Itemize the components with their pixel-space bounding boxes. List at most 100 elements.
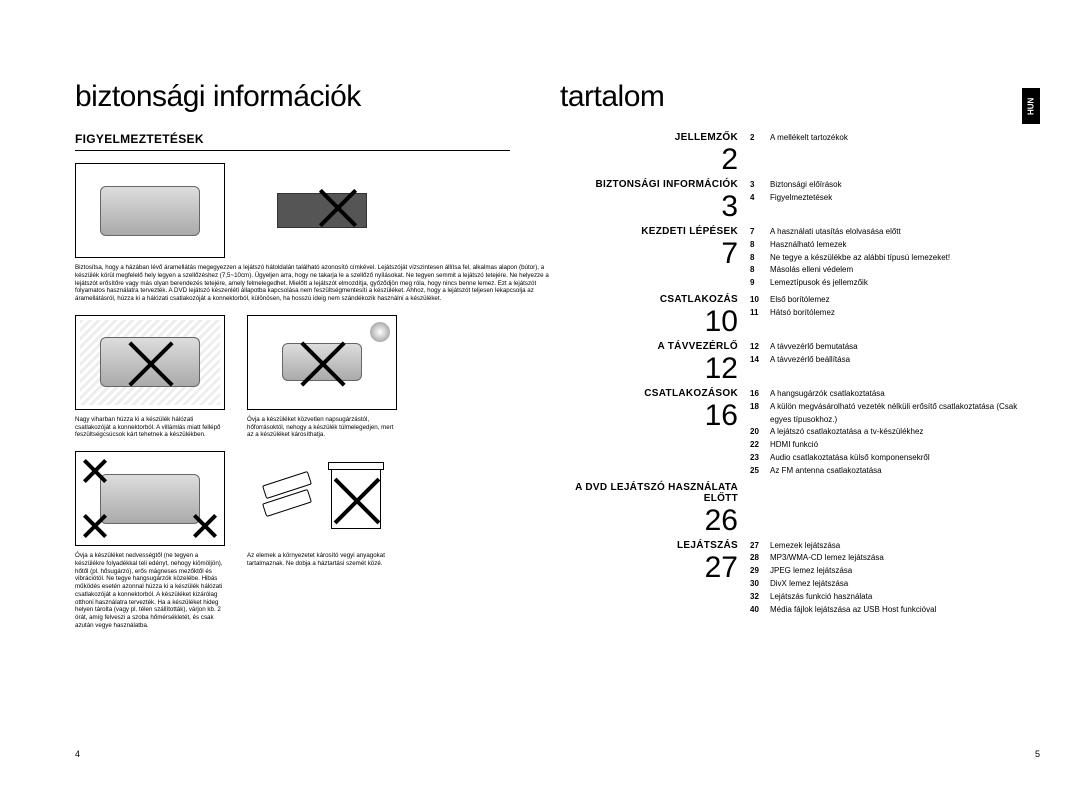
- right-page: HUN tartalom JELLEMZŐK22A mellékelt tart…: [540, 0, 1080, 789]
- toc-items: 27Lemezek lejátszása28MP3/WMA-CD lemez l…: [750, 540, 1040, 617]
- toc-section-title: JELLEMZŐK: [560, 132, 738, 143]
- toc-item-page: 10: [750, 294, 770, 307]
- toc-item-page: 14: [750, 354, 770, 367]
- illus-receiver: [247, 163, 397, 258]
- toc-item-label: A használati utasítás elolvasása előtt: [770, 226, 1040, 239]
- toc-item-label: A távvezérlő bemutatása: [770, 341, 1040, 354]
- toc-item-label: A külön megvásárolható vezeték nélküli e…: [770, 401, 1040, 427]
- toc-item: 25Az FM antenna csatlakoztatása: [750, 465, 1040, 478]
- toc-item-page: 8: [750, 239, 770, 252]
- toc-section-header: A TÁVVEZÉRLŐ 12: [560, 341, 750, 384]
- illus-battery-trash: [247, 451, 397, 546]
- toc-item-page: 8: [750, 252, 770, 265]
- toc-item: 9Lemeztípusok és jellemzőik: [750, 277, 1040, 290]
- toc-item: 8Másolás elleni védelem: [750, 264, 1040, 277]
- toc-item-page: 7: [750, 226, 770, 239]
- toc-item-label: Az FM antenna csatlakoztatása: [770, 465, 1040, 478]
- toc-section-header: LEJÁTSZÁS27: [560, 540, 750, 617]
- illus-storm: [75, 315, 225, 410]
- toc-item-label: Ne tegye a készülékbe az alábbi típusú l…: [770, 252, 1040, 265]
- toc-item: 23Audio csatlakoztatása külső komponense…: [750, 452, 1040, 465]
- toc-item: 16A hangsugárzók csatlakoztatása: [750, 388, 1040, 401]
- illus-row-3: [75, 451, 510, 546]
- toc-section-number: 27: [560, 553, 738, 583]
- toc-item-label: Használható lemezek: [770, 239, 1040, 252]
- toc-item: 10Első borítólemez: [750, 294, 1040, 307]
- toc-item: 4Figyelmeztetések: [750, 192, 1040, 205]
- toc-item-page: 30: [750, 578, 770, 591]
- toc-item-label: Lemeztípusok és jellemzőik: [770, 277, 1040, 290]
- page-num-right: 5: [1035, 749, 1040, 759]
- toc-item: 8Használható lemezek: [750, 239, 1040, 252]
- toc-item-page: 16: [750, 388, 770, 401]
- illus-placement: [75, 163, 225, 258]
- toc-item: 3Biztonsági előírások: [750, 179, 1040, 192]
- caption-2a: Nagy viharban húzza ki a készülék hálóza…: [75, 416, 225, 439]
- toc-section-title: BIZTONSÁGI INFORMÁCIÓK: [560, 179, 738, 190]
- toc-item: 22HDMI funkció: [750, 439, 1040, 452]
- caption-row-2: Nagy viharban húzza ki a készülék hálóza…: [75, 416, 510, 451]
- language-tab: HUN: [1022, 88, 1040, 124]
- toc-item-page: 28: [750, 552, 770, 565]
- toc-item-label: Hátsó borítólemez: [770, 307, 1040, 320]
- left-subhead: FIGYELMEZTETÉSEK: [75, 132, 510, 151]
- toc-item-label: A hangsugárzók csatlakoztatása: [770, 388, 1040, 401]
- toc-item: 2A mellékelt tartozékok: [750, 132, 1040, 145]
- toc-item-page: 2: [750, 132, 770, 145]
- toc-item: 14A távvezérlő beállítása: [750, 354, 1040, 367]
- left-page: biztonsági információk FIGYELMEZTETÉSEK …: [0, 0, 540, 789]
- toc-item-page: 9: [750, 277, 770, 290]
- toc-item-label: Első borítólemez: [770, 294, 1040, 307]
- illus-moisture: [75, 451, 225, 546]
- toc-items: 7A használati utasítás elolvasása előtt8…: [750, 226, 1040, 290]
- toc-item-label: DivX lemez lejátszása: [770, 578, 1040, 591]
- toc-section-header: CSATLAKOZÁS10: [560, 294, 750, 337]
- toc-section: BIZTONSÁGI INFORMÁCIÓK 3 3Biztonsági előír…: [560, 179, 1040, 222]
- toc-section-header: A DVD LEJÁTSZÓ HASZNÁLATA ELŐTT26: [560, 482, 750, 536]
- table-of-contents: JELLEMZŐK22A mellékelt tartozékokBIZTONS…: [560, 132, 1040, 620]
- toc-section-number: 7: [560, 239, 738, 269]
- illus-row-1: [75, 163, 510, 258]
- toc-item-page: 20: [750, 426, 770, 439]
- toc-section-number: 3: [560, 192, 738, 222]
- toc-item-page: 11: [750, 307, 770, 320]
- caption-2b: Óvja a készüléket közvetlen napsugárzást…: [247, 416, 397, 439]
- toc-item: 20A lejátszó csatlakoztatása a tv-készül…: [750, 426, 1040, 439]
- toc-item: 12A távvezérlő bemutatása: [750, 341, 1040, 354]
- toc-item-page: 27: [750, 540, 770, 553]
- toc-item-label: Lemezek lejátszása: [770, 540, 1040, 553]
- caption-1: Biztosítsa, hogy a házában lévő áramellá…: [75, 264, 555, 303]
- toc-section-number: 2: [560, 145, 738, 175]
- toc-item: 18A külön megvásárolható vezeték nélküli…: [750, 401, 1040, 427]
- toc-item-label: Másolás elleni védelem: [770, 264, 1040, 277]
- toc-item: 40Média fájlok lejátszása az USB Host fu…: [750, 604, 1040, 617]
- toc-section-title: CSATLAKOZÁSOK: [560, 388, 738, 399]
- toc-section-number: 12: [560, 354, 738, 384]
- toc-section-title: A TÁVVEZÉRLŐ: [560, 341, 738, 352]
- toc-item: 30DivX lemez lejátszása: [750, 578, 1040, 591]
- toc-item-label: A távvezérlő beállítása: [770, 354, 1040, 367]
- left-title: biztonsági információk: [75, 80, 510, 114]
- spread: biztonsági információk FIGYELMEZTETÉSEK …: [0, 0, 1080, 789]
- toc-section-title: KEZDETI LÉPÉSEK: [560, 226, 738, 237]
- toc-item: 11Hátsó borítólemez: [750, 307, 1040, 320]
- toc-items: 12A távvezérlő bemutatása14A távvezérlő …: [750, 341, 1040, 384]
- toc-items: 3Biztonsági előírások4Figyelmeztetések: [750, 179, 1040, 222]
- toc-item-label: A lejátszó csatlakoztatása a tv-készülék…: [770, 426, 1040, 439]
- caption-3a: Óvja a készüléket nedvességtől (ne tegye…: [75, 552, 225, 630]
- toc-item: 29JPEG lemez lejátszása: [750, 565, 1040, 578]
- toc-section: A DVD LEJÁTSZÓ HASZNÁLATA ELŐTT26: [560, 482, 1040, 536]
- toc-section: A TÁVVEZÉRLŐ 12 12A távvezérlő bemutatása1…: [560, 341, 1040, 384]
- toc-item-label: A mellékelt tartozékok: [770, 132, 1040, 145]
- toc-section: JELLEMZŐK22A mellékelt tartozékok: [560, 132, 1040, 175]
- toc-items: 2A mellékelt tartozékok: [750, 132, 1040, 175]
- caption-3b: Az elemek a környezetet károsító vegyi a…: [247, 552, 397, 630]
- toc-item: 8Ne tegye a készülékbe az alábbi típusú …: [750, 252, 1040, 265]
- toc-item-page: 23: [750, 452, 770, 465]
- toc-item-page: 29: [750, 565, 770, 578]
- toc-section: LEJÁTSZÁS2727Lemezek lejátszása28MP3/WMA…: [560, 540, 1040, 617]
- toc-item-page: 8: [750, 264, 770, 277]
- toc-item-page: 22: [750, 439, 770, 452]
- toc-item-page: 25: [750, 465, 770, 478]
- toc-items: 16A hangsugárzók csatlakoztatása18A külö…: [750, 388, 1040, 478]
